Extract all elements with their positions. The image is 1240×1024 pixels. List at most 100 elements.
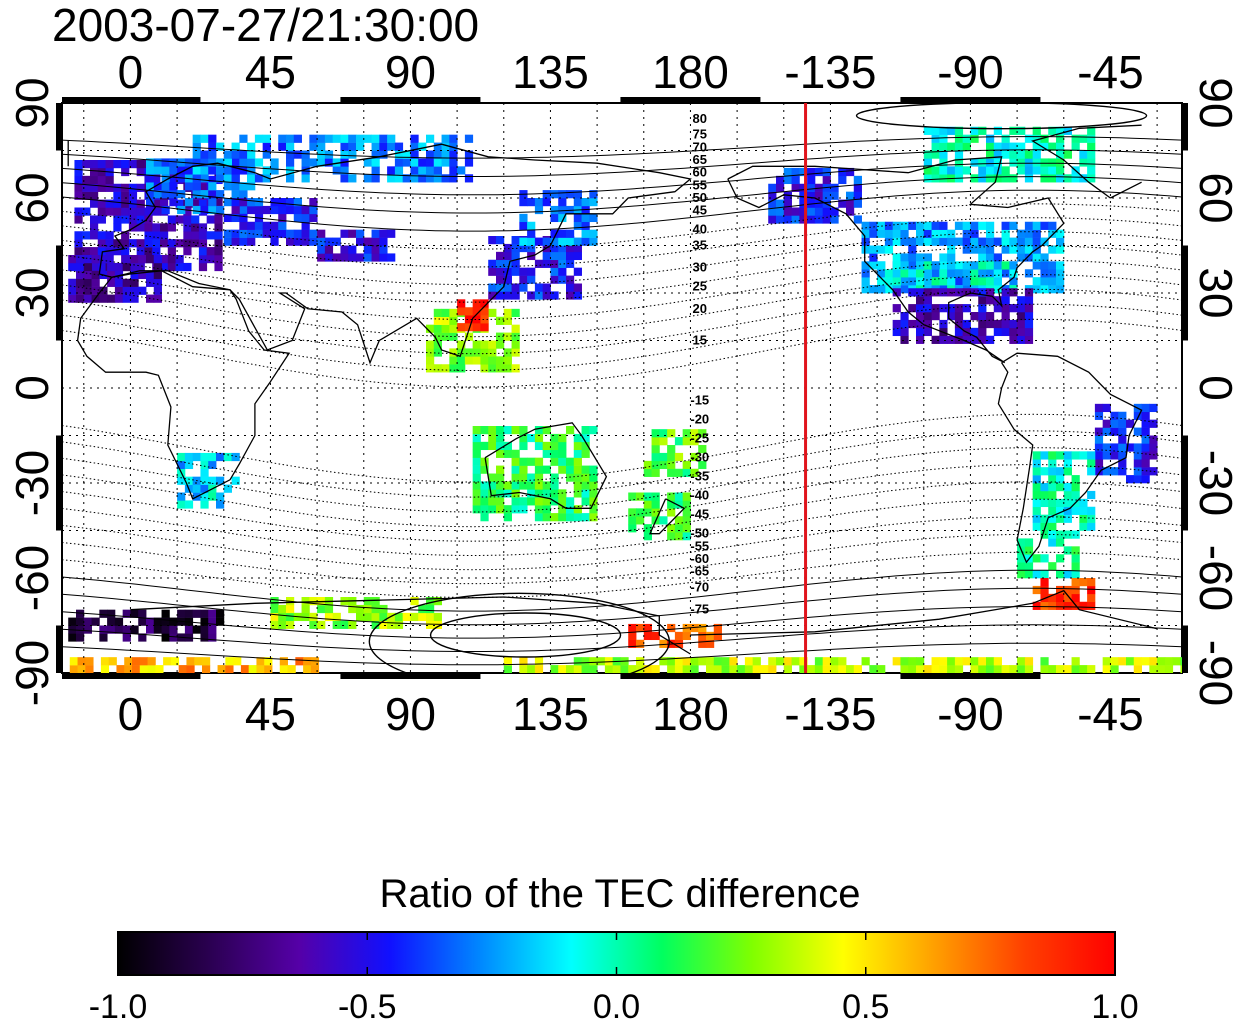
tec-cell	[363, 604, 372, 614]
tec-cell	[628, 639, 637, 648]
tec-cell	[558, 433, 567, 443]
tec-cell	[993, 319, 1002, 329]
tec-cell	[1071, 546, 1080, 555]
tec-cell	[144, 231, 153, 240]
tec-cell	[175, 239, 184, 248]
tec-cell	[993, 657, 1002, 666]
x-tick-bottom: -135	[784, 688, 876, 740]
tec-cell	[161, 158, 170, 167]
tec-cell	[99, 286, 108, 295]
tec-cell	[1094, 443, 1104, 452]
tec-cell	[394, 166, 404, 175]
tec-cell	[970, 158, 979, 167]
tec-cell	[581, 198, 590, 207]
tec-cell	[970, 312, 979, 321]
tec-cell	[105, 207, 114, 216]
tec-cell	[1024, 296, 1034, 305]
tec-cell	[472, 497, 481, 506]
tec-cell	[1133, 475, 1142, 484]
tec-cell	[1141, 427, 1150, 436]
tec-cell	[68, 255, 77, 264]
tec-cell	[208, 205, 217, 215]
coastline	[484, 422, 608, 509]
tec-cell	[247, 174, 256, 183]
tec-cell	[1001, 304, 1010, 313]
tec-cell	[1149, 435, 1158, 444]
tec-cell	[776, 183, 785, 192]
tec-cell	[200, 468, 209, 477]
tec-cell	[161, 625, 170, 634]
tec-cell	[418, 174, 427, 183]
tec-cell	[472, 449, 481, 458]
tec-cell	[1009, 261, 1018, 270]
tec-cell	[581, 473, 590, 482]
tec-cell	[923, 174, 932, 183]
tec-cell	[200, 617, 209, 626]
tec-cell	[309, 142, 318, 151]
tec-cell	[1056, 142, 1065, 151]
tec-cell	[301, 150, 310, 159]
tec-cell	[534, 657, 544, 666]
tec-cell	[550, 481, 559, 490]
tec-cell	[768, 199, 777, 208]
tec-cell	[1149, 443, 1158, 452]
tec-cell	[472, 457, 481, 466]
tec-cell	[1071, 554, 1080, 563]
tec-cell	[161, 609, 170, 618]
tec-cell	[954, 142, 964, 151]
tec-cell	[309, 205, 318, 215]
contour-line	[62, 259, 1182, 320]
tec-cell	[589, 497, 598, 506]
tec-cell	[783, 207, 792, 216]
tec-cell	[799, 191, 808, 200]
tec-cell	[534, 481, 544, 490]
tec-cell	[472, 426, 481, 435]
tec-cell	[449, 158, 458, 167]
tec-cell	[301, 237, 310, 246]
tec-cell	[947, 288, 956, 297]
tec-cell	[309, 597, 318, 606]
tec-cell	[830, 657, 839, 666]
tec-cell	[566, 283, 575, 292]
tec-cell	[698, 623, 707, 633]
tec-cell	[82, 207, 91, 216]
tec-cell	[317, 604, 326, 614]
tec-cell	[1048, 514, 1057, 523]
tec-cell	[152, 207, 161, 216]
tec-cell	[254, 229, 264, 238]
tec-cell	[573, 433, 582, 443]
tec-cell	[496, 497, 505, 506]
tec-cell	[628, 631, 637, 641]
tec-cell	[527, 433, 536, 443]
tec-cell	[713, 657, 722, 666]
tec-cell	[799, 215, 808, 224]
tec-cell	[152, 199, 161, 208]
tec-cell	[100, 657, 110, 666]
tec-cell	[301, 213, 310, 223]
tec-cell	[262, 205, 271, 215]
tec-cell	[1133, 443, 1142, 452]
tec-cell	[822, 175, 831, 185]
tec-cell	[303, 665, 312, 673]
tec-cell	[138, 609, 147, 618]
tec-cell	[986, 312, 995, 321]
tec-cell	[97, 215, 106, 224]
tec-cell	[1102, 419, 1111, 428]
tec-cell	[496, 505, 505, 514]
tec-cell	[1024, 304, 1034, 313]
tec-cell	[900, 277, 909, 286]
tec-cell	[387, 620, 396, 629]
tec-cell	[216, 617, 225, 626]
tec-cell	[200, 500, 209, 509]
tec-cell	[1048, 601, 1057, 610]
tec-cell	[247, 205, 256, 215]
tec-cell	[573, 481, 582, 490]
tec-cell	[892, 261, 901, 270]
tec-cell	[581, 221, 590, 230]
tec-cell	[128, 207, 138, 216]
tec-cell	[807, 191, 816, 200]
tec-cell	[231, 182, 240, 191]
tec-cell	[1063, 451, 1072, 460]
tec-cell	[573, 657, 582, 666]
